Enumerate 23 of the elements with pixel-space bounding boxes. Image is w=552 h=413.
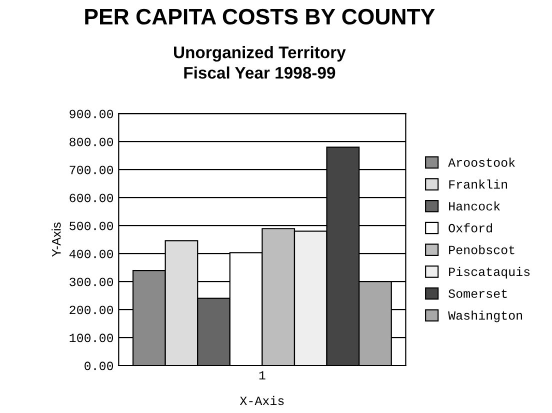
legend-label: Piscataquis [449,266,530,279]
y-tick-label: 0.00 [84,362,114,370]
legend-label: Franklin [449,180,507,189]
y-tick-label: 400.00 [69,250,114,258]
y-tick-label: 100.00 [70,334,114,342]
legend-label: Aroostook [448,158,515,167]
y-tick-label: 300.00 [70,278,114,286]
chart-subtitle: Unorganized Territory Fiscal Year 1998-99 [174,46,346,79]
y-tick-label: 700.00 [70,166,114,174]
legend-label: Hancock [449,201,500,211]
legend-label: Oxford [448,223,492,232]
legend-label: Somerset [448,289,507,298]
y-axis-title: Y-Axis [52,222,61,257]
y-tick-label: 200.00 [70,306,114,314]
legend-label: Penobscot [449,245,514,254]
y-tick-label: 900.00 [70,110,114,118]
y-tick-label: 600.00 [70,194,114,202]
x-tick-label: 1 [259,371,266,380]
y-tick-label: 500.00 [70,222,114,230]
chart-title: PER CAPITA COSTS BY COUNTY [85,8,435,25]
legend-label: Washington [448,310,522,322]
y-tick-label: 800.00 [70,138,114,146]
x-axis-title: X-Axis [240,396,284,406]
